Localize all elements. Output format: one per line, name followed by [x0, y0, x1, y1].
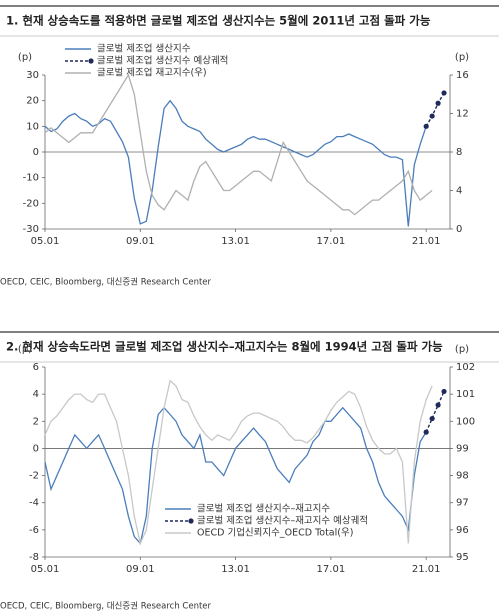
series-line [425, 391, 445, 433]
y2-tick-label: 101 [456, 389, 475, 400]
y-tick-label: 20 [26, 96, 39, 107]
x-tick-label: 09.01 [126, 564, 155, 575]
y2-tick-label: 96 [456, 525, 469, 536]
x-tick-label: 05.01 [31, 236, 60, 247]
y-tick-label: -4 [29, 498, 39, 509]
legend-marker [88, 58, 94, 64]
source: OECD, CEIC, Bloomberg, 대신증권 Research Cen… [0, 601, 212, 612]
x-tick-label: 21.01 [412, 236, 441, 247]
y2-tick-label: 100 [456, 416, 475, 427]
series-marker [423, 429, 429, 435]
series-marker [423, 123, 429, 129]
chart-title: 1. 현재 상승속도를 적용하면 글로벌 제조업 생산지수는 5월에 2011년… [6, 14, 431, 28]
legend-label: 글로벌 제조업 생산지수–재고지수 예상궤적 [197, 515, 368, 527]
series-line [44, 73, 433, 216]
series-line [44, 379, 433, 546]
y-tick-label: -2 [29, 471, 39, 482]
y-tick-label: 0 [33, 147, 39, 158]
series-marker [435, 402, 441, 408]
y2-tick-label: 95 [456, 552, 469, 563]
y-axis-unit: (p) [18, 52, 32, 63]
y2-tick-label: 12 [456, 109, 469, 120]
x-tick-label: 17.01 [317, 564, 346, 575]
chart-title: 2. 현재 상승속도라면 글로벌 제조업 생산지수–재고지수는 8월에 1994… [6, 340, 443, 354]
legend-label: OECD 기업신뢰지수_OECD Total(우) [197, 527, 353, 539]
y2-axis-unit: (p) [455, 344, 469, 355]
y-tick-label: 2 [33, 416, 39, 427]
x-tick-label: 17.01 [317, 236, 346, 247]
series-marker [429, 415, 435, 422]
x-tick-label: 09.01 [126, 236, 155, 247]
x-tick-label: 13.01 [221, 236, 250, 247]
series-marker [441, 388, 447, 395]
y2-tick-label: 97 [456, 498, 469, 509]
x-tick-label: 05.01 [31, 564, 60, 575]
y2-tick-label: 16 [456, 70, 469, 81]
series-marker [441, 90, 447, 96]
y2-tick-label: 8 [456, 147, 462, 158]
legend-label: 글로벌 제조업 생산지수 [97, 43, 191, 55]
y-tick-label: 10 [26, 121, 39, 132]
y-tick-label: -10 [23, 173, 39, 184]
y2-tick-label: 0 [456, 224, 462, 235]
source: OECD, CEIC, Bloomberg, 대신증권 Research Cen… [0, 277, 212, 288]
y2-axis-unit: (p) [455, 52, 469, 63]
y-tick-label: -6 [29, 525, 39, 536]
y-tick-label: 4 [33, 389, 39, 400]
y2-tick-label: 98 [456, 471, 469, 482]
series-marker [429, 113, 435, 119]
legend-marker [188, 518, 194, 524]
y-axis-unit: (p) [18, 344, 32, 355]
y2-tick-label: 4 [456, 186, 462, 197]
y-tick-label: 0 [33, 443, 39, 454]
series-line [425, 92, 445, 127]
y-tick-label: 30 [26, 70, 39, 81]
legend-label: 글로벌 제조업 생산지수–재고지수 [197, 503, 330, 515]
y-tick-label: 6 [33, 362, 39, 373]
y2-tick-label: 99 [456, 443, 469, 454]
series-marker [435, 100, 441, 106]
y-tick-label: -30 [23, 224, 39, 235]
x-tick-label: 13.01 [221, 564, 250, 575]
legend-label: 글로벌 제조업 재고지수(우) [97, 67, 207, 79]
y2-tick-label: 102 [456, 362, 475, 373]
x-tick-label: 21.01 [412, 564, 441, 575]
legend-label: 글로벌 제조업 생산지수 예상궤적 [97, 55, 228, 67]
series-line [44, 406, 427, 545]
series-line [44, 99, 427, 227]
y-tick-label: -8 [29, 552, 39, 563]
y-tick-label: -20 [23, 198, 39, 209]
